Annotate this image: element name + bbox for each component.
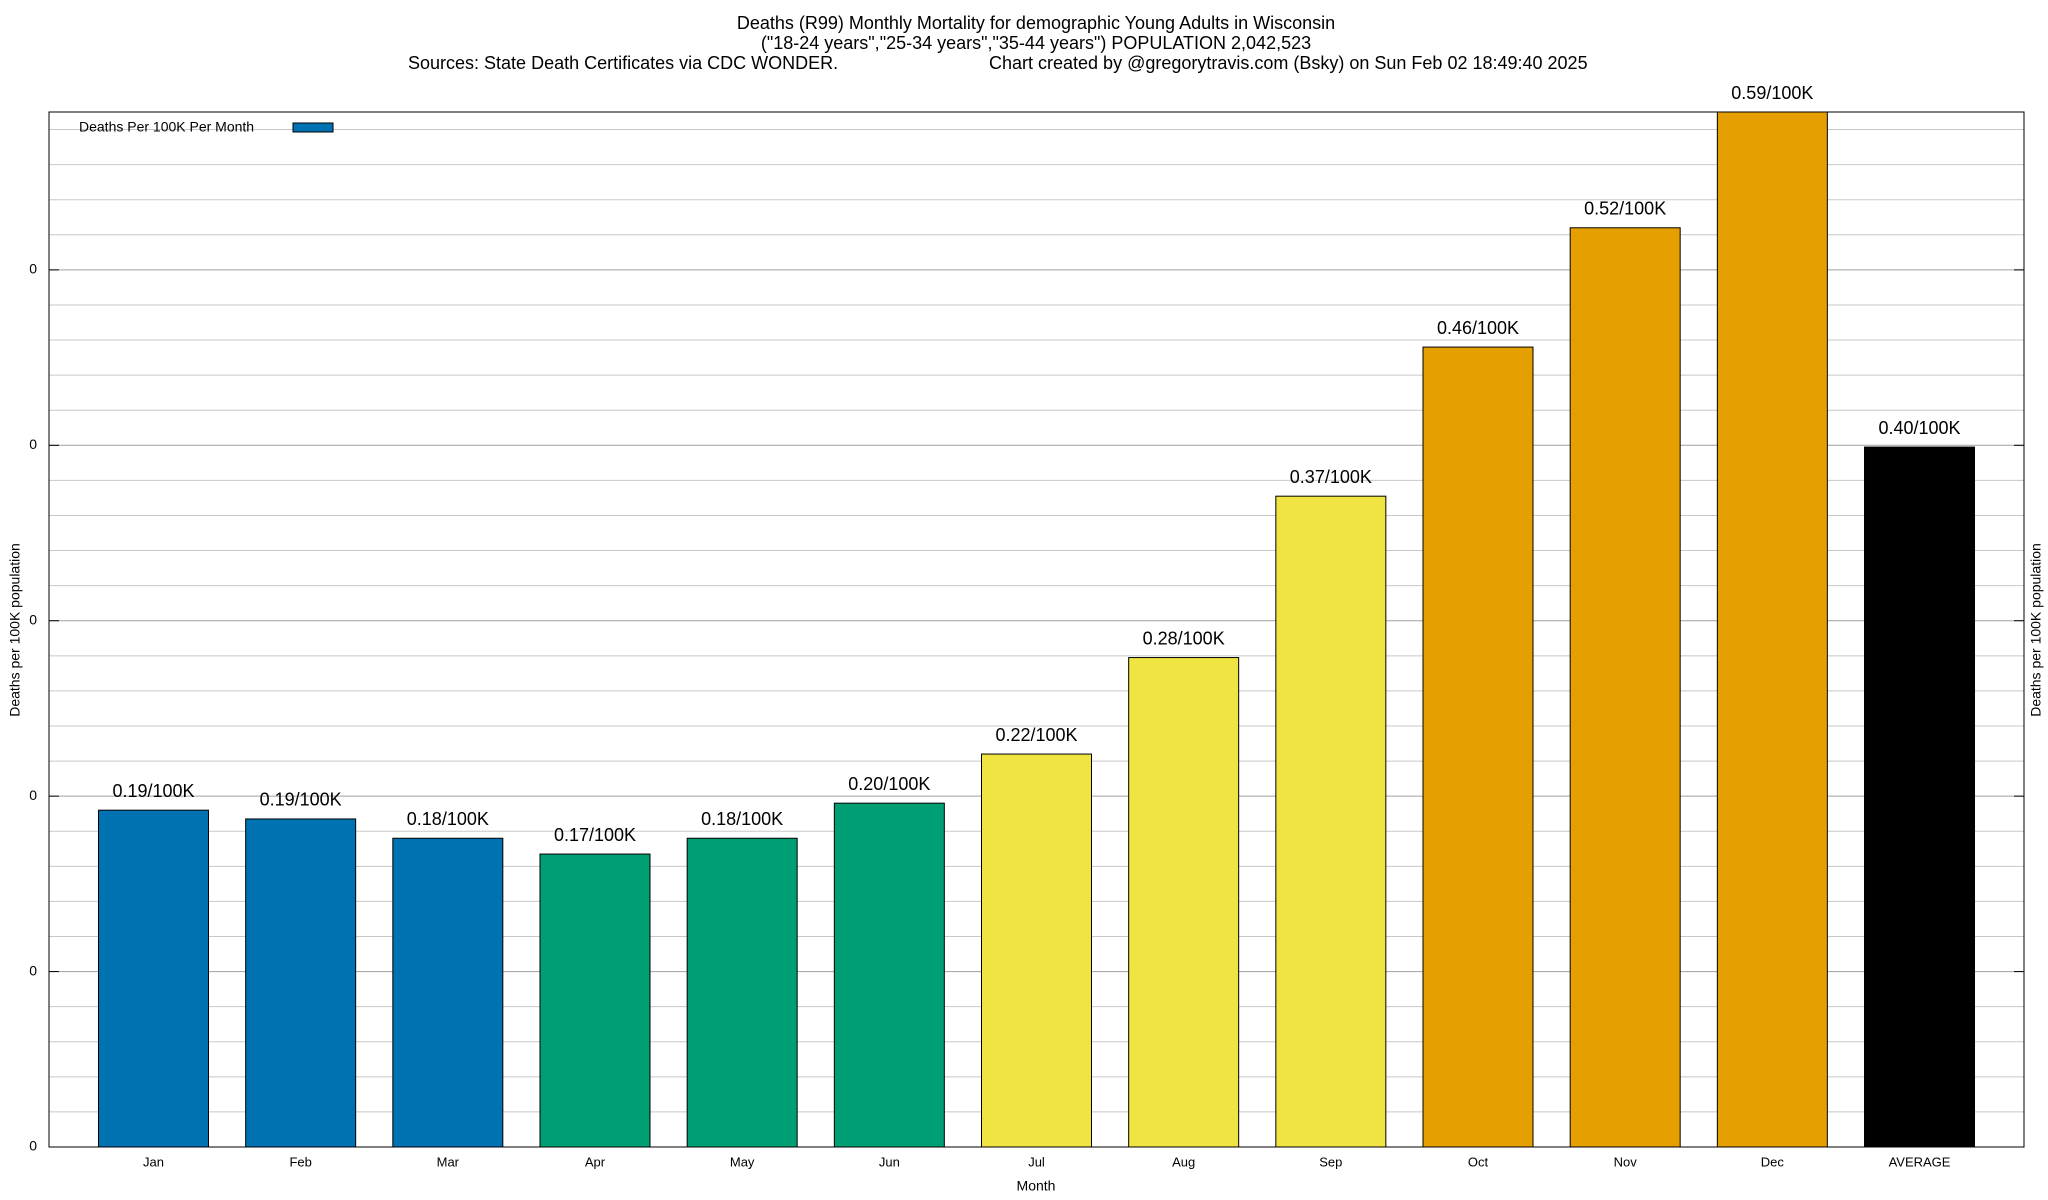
- x-tick-label: AVERAGE: [1889, 1154, 1951, 1169]
- bar: [539, 853, 651, 1148]
- bar: [1569, 227, 1681, 1148]
- data-label: 0.19/100K: [260, 790, 342, 810]
- x-tick-label: Sep: [1319, 1154, 1342, 1169]
- x-tick-label: Feb: [289, 1154, 311, 1169]
- data-label: 0.28/100K: [1143, 628, 1225, 648]
- credit: Chart created by @gregorytravis.com (Bsk…: [989, 53, 1588, 73]
- data-label: 0.18/100K: [407, 809, 489, 829]
- y-tick-label: 0: [29, 611, 37, 627]
- bar: [833, 802, 945, 1148]
- bar: [392, 837, 504, 1148]
- x-tick-label: Oct: [1468, 1154, 1489, 1169]
- data-label: 0.20/100K: [848, 774, 930, 794]
- data-label: 0.59/100K: [1731, 83, 1813, 103]
- bar: [1864, 446, 1976, 1148]
- data-label: 0.22/100K: [995, 725, 1077, 745]
- y-tick-label: 0: [29, 436, 37, 452]
- x-tick-label: Nov: [1614, 1154, 1638, 1169]
- bar: [245, 818, 357, 1148]
- x-tick-label: May: [730, 1154, 755, 1169]
- bar: [1128, 657, 1240, 1148]
- chart-title: Deaths (R99) Monthly Mortality for demog…: [737, 13, 1335, 33]
- chart-subtitle: ("18-24 years","25-34 years","35-44 year…: [761, 33, 1311, 53]
- bar: [97, 809, 209, 1148]
- y-axis-label: Deaths per 100K population: [7, 543, 23, 717]
- legend-swatch: [292, 122, 334, 133]
- x-tick-label: Jun: [879, 1154, 900, 1169]
- data-label: 0.37/100K: [1290, 467, 1372, 487]
- y-tick-label: 0: [29, 962, 37, 978]
- data-label: 0.17/100K: [554, 825, 636, 845]
- x-tick-label: Jul: [1028, 1154, 1045, 1169]
- x-tick-label: Aug: [1172, 1154, 1195, 1169]
- y-tick-label: 0: [29, 787, 37, 803]
- data-label: 0.18/100K: [701, 809, 783, 829]
- bar: [1716, 111, 1828, 1148]
- source: Sources: State Death Certificates via CD…: [408, 53, 838, 73]
- x-tick-label: Dec: [1761, 1154, 1785, 1169]
- x-tick-label: Jan: [143, 1154, 164, 1169]
- bar: [1275, 495, 1387, 1148]
- bar: [981, 753, 1092, 1148]
- data-label: 0.19/100K: [112, 781, 194, 801]
- y-tick-label: 0: [29, 1138, 37, 1154]
- x-tick-label: Mar: [437, 1154, 460, 1169]
- data-label: 0.52/100K: [1584, 199, 1666, 219]
- data-label: 0.46/100K: [1437, 318, 1519, 338]
- x-axis-label: Month: [1017, 1178, 1056, 1194]
- bar: [686, 837, 798, 1148]
- x-tick-label: Apr: [585, 1154, 606, 1169]
- plot-frame: [48, 111, 2025, 1148]
- y-tick-label: 0: [29, 261, 37, 277]
- legend-label: Deaths Per 100K Per Month: [79, 119, 254, 135]
- data-label: 0.40/100K: [1878, 418, 1960, 438]
- bar: [1422, 346, 1534, 1148]
- y2-axis-label: Deaths per 100K population: [2028, 543, 2044, 717]
